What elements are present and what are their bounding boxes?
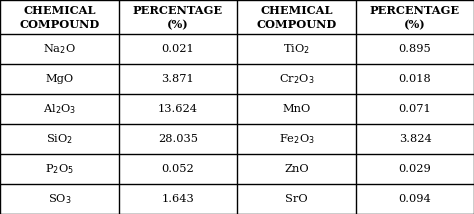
Text: PERCENTAGE: PERCENTAGE: [370, 5, 460, 16]
Text: SrO: SrO: [285, 194, 308, 204]
Text: TiO$_2$: TiO$_2$: [283, 42, 310, 56]
Text: 0.052: 0.052: [162, 164, 194, 174]
Text: 0.029: 0.029: [399, 164, 431, 174]
Text: 3.824: 3.824: [399, 134, 431, 144]
Text: SO$_3$: SO$_3$: [48, 192, 71, 206]
Text: CHEMICAL: CHEMICAL: [23, 5, 96, 16]
Text: (%): (%): [404, 19, 426, 30]
Text: CHEMICAL: CHEMICAL: [260, 5, 333, 16]
Text: 0.018: 0.018: [399, 74, 431, 84]
Text: 13.624: 13.624: [158, 104, 198, 114]
Text: SiO$_2$: SiO$_2$: [46, 132, 73, 146]
Text: Na$_2$O: Na$_2$O: [43, 42, 76, 56]
Text: PERCENTAGE: PERCENTAGE: [133, 5, 223, 16]
Text: 0.021: 0.021: [162, 44, 194, 54]
Text: Fe$_2$O$_3$: Fe$_2$O$_3$: [279, 132, 314, 146]
Text: COMPOUND: COMPOUND: [256, 19, 337, 30]
Text: 0.071: 0.071: [399, 104, 431, 114]
Text: 3.871: 3.871: [162, 74, 194, 84]
Text: ZnO: ZnO: [284, 164, 309, 174]
Text: P$_2$O$_5$: P$_2$O$_5$: [45, 162, 74, 176]
Text: (%): (%): [167, 19, 189, 30]
Text: MgO: MgO: [46, 74, 73, 84]
Text: 0.895: 0.895: [399, 44, 431, 54]
Text: Cr$_2$O$_3$: Cr$_2$O$_3$: [279, 72, 314, 86]
Text: COMPOUND: COMPOUND: [19, 19, 100, 30]
Text: Al$_2$O$_3$: Al$_2$O$_3$: [43, 102, 76, 116]
Text: 1.643: 1.643: [162, 194, 194, 204]
Text: 0.094: 0.094: [399, 194, 431, 204]
Text: 28.035: 28.035: [158, 134, 198, 144]
Text: MnO: MnO: [283, 104, 310, 114]
